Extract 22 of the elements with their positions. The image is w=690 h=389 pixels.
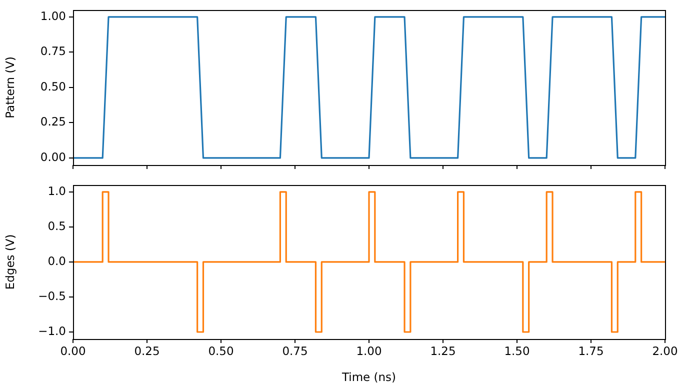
x-tick-label: 1.25 [430,344,456,358]
y-axis-title: Edges (V) [2,234,17,290]
x-tick-label: 2.00 [652,344,678,358]
x-tick-label: 0.25 [134,344,160,358]
x-tick-label: 0.00 [60,344,86,358]
y-tick-label: 0.25 [40,114,66,129]
y-axis-title: Pattern (V) [2,56,17,118]
y-tick-label: 0.5 [48,218,66,233]
x-tick-label: 0.50 [208,344,234,358]
y-tick-label: 0.00 [40,150,66,164]
y-tick-label: 1.0 [48,184,66,198]
x-axis-title: Time (ns) [340,370,396,384]
y-tick-label: −1.0 [38,324,66,338]
y-tick-label: 0.50 [40,79,66,94]
x-tick-label: 0.75 [282,344,308,358]
y-tick-label: 1.00 [40,8,66,23]
x-tick-label: 1.75 [578,344,604,358]
x-tick-label: 1.50 [504,344,530,358]
x-tick-label: 1.00 [356,344,382,358]
y-tick-label: 0.75 [40,44,66,58]
y-tick-label: 0.0 [48,254,66,268]
y-tick-label: −0.5 [38,288,66,303]
